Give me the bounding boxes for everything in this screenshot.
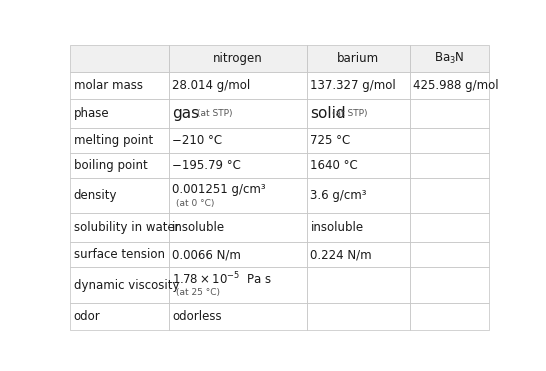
Bar	[70, 178, 169, 213]
Text: 0.001251 g/cm³: 0.001251 g/cm³	[172, 183, 266, 196]
Text: 0.224 N/m: 0.224 N/m	[311, 248, 372, 261]
Bar	[410, 72, 489, 99]
Text: solubility in water: solubility in water	[74, 221, 180, 234]
Bar	[169, 128, 307, 153]
Text: boiling point: boiling point	[74, 159, 147, 172]
Text: $1.78\times10^{-5}$  Pa s: $1.78\times10^{-5}$ Pa s	[172, 270, 272, 287]
Bar	[70, 303, 169, 329]
Text: 425.988 g/mol: 425.988 g/mol	[413, 79, 498, 92]
Bar	[410, 99, 489, 128]
Bar	[70, 267, 169, 303]
Bar	[410, 178, 489, 213]
Text: −195.79 °C: −195.79 °C	[172, 159, 241, 172]
Text: solid: solid	[311, 106, 346, 121]
Bar	[410, 242, 489, 267]
Bar	[70, 242, 169, 267]
Text: surface tension: surface tension	[74, 248, 165, 261]
Bar	[169, 242, 307, 267]
Bar	[410, 153, 489, 178]
Bar	[70, 213, 169, 242]
Bar	[169, 178, 307, 213]
Text: 137.327 g/mol: 137.327 g/mol	[311, 79, 396, 92]
Bar	[410, 303, 489, 329]
Text: insoluble: insoluble	[311, 221, 364, 234]
Bar	[410, 128, 489, 153]
Text: odor: odor	[74, 310, 100, 323]
Bar	[169, 45, 307, 72]
Text: melting point: melting point	[74, 134, 153, 147]
Bar	[307, 99, 410, 128]
Text: (at 25 °C): (at 25 °C)	[176, 288, 221, 297]
Bar	[307, 242, 410, 267]
Bar	[307, 72, 410, 99]
Text: $\mathrm{Ba_3N}$: $\mathrm{Ba_3N}$	[434, 51, 465, 66]
Text: insoluble: insoluble	[172, 221, 225, 234]
Bar	[70, 153, 169, 178]
Bar	[410, 267, 489, 303]
Bar	[307, 213, 410, 242]
Text: −210 °C: −210 °C	[172, 134, 222, 147]
Text: odorless: odorless	[172, 310, 222, 323]
Bar	[70, 45, 169, 72]
Text: barium: barium	[337, 52, 379, 65]
Bar	[410, 213, 489, 242]
Bar	[169, 213, 307, 242]
Bar	[169, 303, 307, 329]
Bar	[169, 153, 307, 178]
Bar	[169, 72, 307, 99]
Text: (at STP): (at STP)	[333, 109, 368, 118]
Text: 0.0066 N/m: 0.0066 N/m	[172, 248, 241, 261]
Text: density: density	[74, 189, 117, 202]
Bar	[169, 267, 307, 303]
Text: 725 °C: 725 °C	[311, 134, 351, 147]
Bar	[307, 153, 410, 178]
Text: gas: gas	[172, 106, 199, 121]
Bar	[307, 303, 410, 329]
Text: (at STP): (at STP)	[197, 109, 232, 118]
Text: nitrogen: nitrogen	[213, 52, 263, 65]
Bar	[70, 99, 169, 128]
Text: dynamic viscosity: dynamic viscosity	[74, 279, 179, 292]
Bar	[410, 45, 489, 72]
Bar	[307, 267, 410, 303]
Text: molar mass: molar mass	[74, 79, 143, 92]
Bar	[70, 128, 169, 153]
Bar	[169, 99, 307, 128]
Bar	[307, 128, 410, 153]
Text: phase: phase	[74, 107, 109, 120]
Bar	[307, 178, 410, 213]
Bar	[307, 45, 410, 72]
Text: 3.6 g/cm³: 3.6 g/cm³	[311, 189, 367, 202]
Text: 1640 °C: 1640 °C	[311, 159, 358, 172]
Text: (at 0 °C): (at 0 °C)	[176, 199, 215, 208]
Text: 28.014 g/mol: 28.014 g/mol	[172, 79, 251, 92]
Bar	[70, 72, 169, 99]
